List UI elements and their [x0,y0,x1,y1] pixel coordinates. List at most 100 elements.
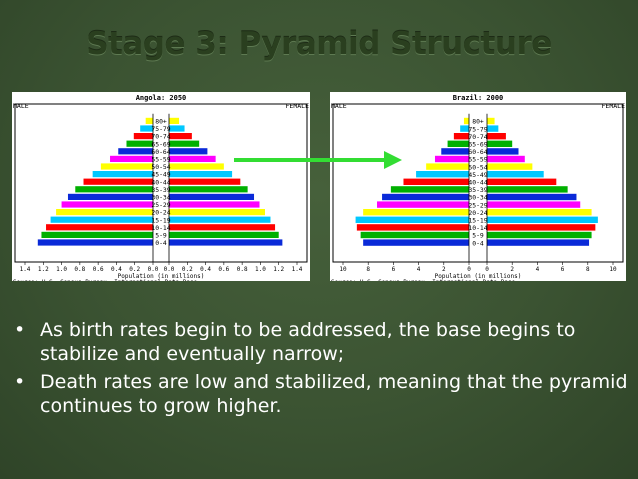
age-label: 50-54 [151,163,170,171]
age-label: 15-19 [468,217,487,225]
male-bar-5-9 [360,231,469,239]
x-tick-label: 2 [510,266,514,273]
female-bar-30-34 [487,193,577,201]
age-label: 75-79 [468,125,487,133]
female-bar-70-74 [169,133,192,140]
source-note: Source: U.S. Census Bureau, Internationa… [331,279,519,281]
bullet-list: • As birth rates begin to be addressed, … [12,318,632,422]
male-bar-15-19 [355,216,469,223]
male-bar-45-49 [416,171,469,178]
age-label: 30-34 [468,194,487,202]
x-tick-label: 8 [366,266,370,273]
male-bar-25-29 [377,201,469,208]
x-tick-label: 1.2 [273,266,284,273]
chart-title: Angola: 2050 [136,94,187,102]
male-bar-5-9 [41,231,154,238]
x-tick-label: 0.2 [129,266,140,273]
male-bar-50-54 [426,163,469,170]
male-bar-60-64 [118,148,153,155]
female-bar-0-4 [487,239,590,246]
x-tick-label: 1.4 [292,266,303,273]
x-tick-label: 4 [536,266,540,273]
chart-title: Brazil: 2000 [453,94,504,102]
x-tick-label: 0 [467,266,471,273]
age-label: 35-39 [151,186,170,194]
x-tick-label: 1.2 [38,266,49,273]
x-tick-label: 8 [586,266,590,273]
slide-title: Stage 3: Pyramid Structure [86,26,552,62]
male-bar-60-64 [441,148,469,155]
x-tick-label: 0.6 [93,266,104,273]
age-label: 0-4 [155,239,167,247]
male-label: MALE [13,102,29,110]
x-tick-label: 1.0 [255,266,266,273]
age-label: 35-39 [468,186,487,194]
male-bar-35-39 [390,186,469,193]
female-bar-15-19 [169,216,271,223]
female-bar-50-54 [169,163,224,170]
female-bar-50-54 [487,163,533,170]
age-label: 50-54 [468,163,487,171]
male-bar-40-44 [83,178,153,185]
female-label: FEMALE [602,102,626,110]
male-bar-55-59 [434,155,469,163]
female-bar-40-44 [487,178,557,185]
female-bar-75-79 [169,125,185,132]
female-bar-5-9 [169,231,279,238]
age-label: 0-4 [472,239,484,247]
female-bar-15-19 [487,216,598,223]
male-bar-0-4 [37,239,153,246]
male-bar-35-39 [75,186,153,193]
female-bar-30-34 [169,193,255,200]
bullet-text: As birth rates begin to be addressed, th… [40,319,576,365]
angola-pyramid-svg: Angola: 2050 MALE FEMALE 0-45-910-1415-1920… [13,94,310,281]
male-bar-30-34 [382,193,469,201]
female-bar-80+ [487,117,495,125]
male-bar-75-79 [140,125,153,132]
male-bar-45-49 [92,171,153,178]
x-axis-label: Population (in millions) [118,273,205,280]
male-bar-0-4 [363,239,469,246]
age-label: 5-9 [472,232,484,240]
age-label: 20-24 [151,209,170,217]
age-label: 10-14 [468,224,487,232]
female-label: FEMALE [286,102,310,110]
angola-pyramid-chart: Angola: 2050 MALE FEMALE 0-4 5-9 10-14 15-19 20… [12,92,310,281]
male-bar-75-79 [460,125,469,132]
x-tick-label: 0.4 [200,266,211,273]
age-label: 80+ [155,118,167,126]
female-bar-20-24 [487,209,592,216]
x-tick-label: 0.8 [237,266,248,273]
female-bar-35-39 [487,186,568,193]
age-label: 45-49 [468,171,487,179]
female-bar-45-49 [169,171,233,178]
x-tick-label: 0.4 [111,266,122,273]
x-tick-label: 6 [561,266,565,273]
male-label: MALE [331,102,347,110]
age-label: 60-64 [151,148,170,156]
male-bar-55-59 [110,155,153,162]
female-bar-35-39 [169,186,248,193]
x-tick-label: 0.2 [182,266,193,273]
age-label: 70-74 [468,133,487,141]
x-axis-label: Population (in millions) [435,273,522,280]
female-bar-20-24 [169,209,265,216]
female-bar-25-29 [487,201,581,208]
bullet-dot: • [14,371,26,393]
female-bar-80+ [169,117,180,124]
male-bar-40-44 [403,178,469,185]
female-bar-10-14 [169,224,276,231]
bullet-item: • As birth rates begin to be addressed, … [12,318,632,366]
female-bar-5-9 [487,231,592,239]
male-bar-20-24 [56,209,154,216]
source-note: Source: U.S. Census Bureau, Internationa… [13,279,201,281]
male-bar-10-14 [46,224,153,231]
age-label: 45-49 [151,171,170,179]
x-tick-label: 0.6 [218,266,229,273]
age-label: 20-24 [468,209,487,217]
age-label: 40-44 [151,178,170,186]
male-bar-65-69 [447,140,469,147]
male-bar-25-29 [61,201,154,208]
x-tick-label: 10 [609,266,617,273]
x-tick-label: 1.4 [20,266,31,273]
